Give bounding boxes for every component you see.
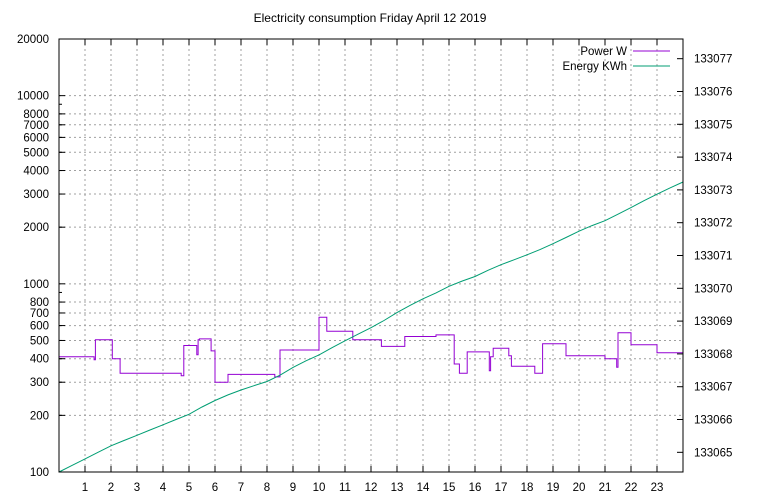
x-tick-label: 8 (264, 482, 270, 494)
y-tick-label: 100 (30, 467, 49, 479)
y-tick-label: 200 (30, 410, 49, 422)
x-tick-label: 15 (443, 482, 456, 494)
y2-tick-label: 133070 (694, 283, 732, 295)
x-tick-label: 16 (469, 482, 482, 494)
y2-tick-label: 133069 (694, 316, 732, 328)
x-tick-label: 20 (573, 482, 586, 494)
x-tick-label: 1 (82, 482, 88, 494)
chart-title: Electricity consumption Friday April 12 … (254, 11, 487, 25)
y-tick-label: 3000 (23, 189, 49, 201)
x-tick-label: 23 (651, 482, 664, 494)
y-tick-label: 800 (30, 297, 49, 309)
x-tick-label: 14 (417, 482, 430, 494)
y-tick-label: 600 (30, 321, 49, 333)
legend: Power W Energy KWh (562, 46, 670, 73)
series-line-power-w (59, 316, 683, 383)
y-tick-label: 700 (30, 308, 49, 320)
x-tick-label: 6 (212, 482, 218, 494)
x-tick-label: 5 (186, 482, 192, 494)
series-line-energy-kwh (58, 181, 684, 473)
y-tick-label: 4000 (23, 166, 49, 178)
y2-tick-label: 133072 (694, 218, 732, 230)
x-tick-label: 19 (547, 482, 560, 494)
y2-tick-label: 133075 (694, 119, 732, 131)
y2-tick-label: 133077 (694, 54, 732, 66)
y-tick-label: 300 (30, 377, 49, 389)
y-tick-label: 400 (30, 354, 49, 366)
y-tick-label: 500 (30, 335, 49, 347)
x-tick-label: 4 (160, 482, 167, 494)
x-tick-label: 7 (238, 482, 244, 494)
plot-series (58, 181, 684, 473)
x-tick-label: 18 (521, 482, 534, 494)
x-tick-label: 13 (391, 482, 404, 494)
y-tick-label: 10000 (17, 91, 49, 103)
y-tick-label: 1000 (23, 279, 49, 291)
x-tick-label: 12 (365, 482, 378, 494)
grid (59, 39, 683, 472)
x-tick-label: 17 (495, 482, 508, 494)
legend-label: Energy KWh (562, 61, 627, 73)
y-tick-label: 2000 (23, 222, 49, 234)
y-tick-label: 5000 (23, 147, 49, 159)
x-tick-label: 11 (339, 482, 351, 494)
y2-tick-label: 133066 (694, 415, 732, 427)
y2-tick-label: 133068 (694, 349, 732, 361)
x-tick-label: 22 (625, 482, 638, 494)
y-tick-label: 6000 (23, 132, 49, 144)
x-tick-label: 10 (313, 482, 326, 494)
y2-tick-label: 133073 (694, 185, 732, 197)
x-tick-label: 21 (599, 482, 612, 494)
y2-tick-label: 133071 (694, 251, 732, 263)
x-tick-label: 3 (134, 482, 140, 494)
axes: 1 2 3 4 5 6 7 8 9 10 11 12 13 14 15 16 17 18 19 20 21 22 23100… (17, 34, 733, 494)
x-tick-label: 9 (290, 482, 296, 494)
y-tick-label: 7000 (23, 120, 49, 132)
x-tick-label: 2 (108, 482, 114, 494)
y-tick-label: 8000 (23, 109, 49, 121)
legend-label: Power W (580, 46, 627, 58)
y2-tick-label: 133076 (694, 86, 732, 98)
y-tick-label: 20000 (17, 34, 49, 46)
y2-tick-label: 133074 (694, 152, 733, 164)
y2-tick-label: 133065 (694, 447, 732, 459)
y2-tick-label: 133067 (694, 382, 732, 394)
